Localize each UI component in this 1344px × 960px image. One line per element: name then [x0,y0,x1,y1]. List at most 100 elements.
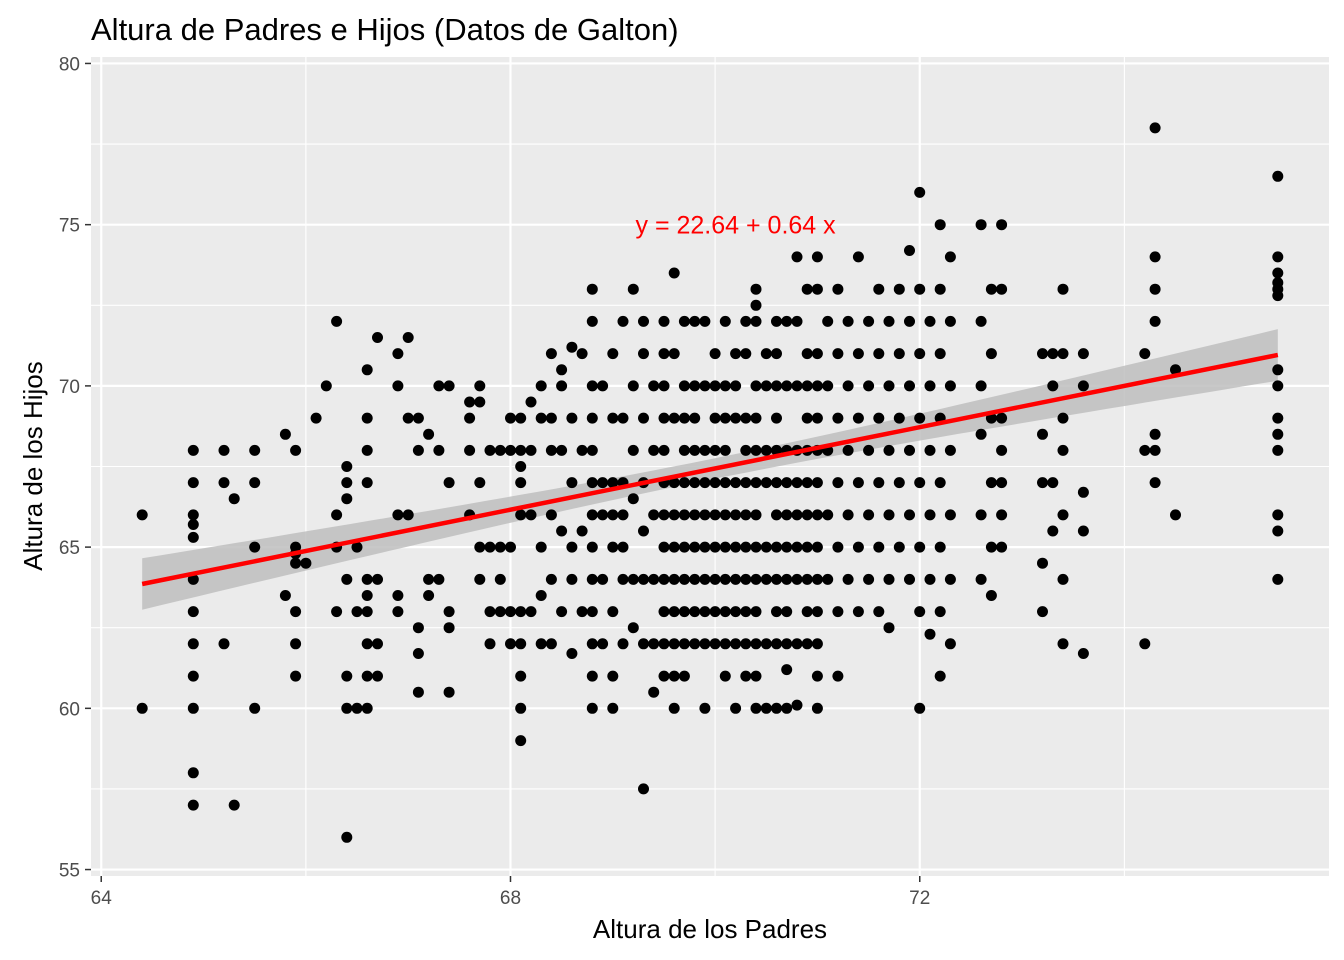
data-point [1149,251,1161,263]
data-point [545,348,557,360]
data-point [873,606,885,618]
data-point [934,541,946,553]
data-point [433,444,445,456]
data-point [975,428,987,440]
data-point [402,509,414,521]
data-point [985,541,997,553]
data-point [689,509,701,521]
data-point [985,348,997,360]
data-point [883,509,895,521]
data-point [771,444,782,456]
data-point [811,477,823,489]
data-point [771,541,782,553]
data-point [648,573,660,585]
data-point [842,509,854,521]
data-point [689,606,701,618]
data-point [607,412,619,424]
data-point [525,606,537,618]
data-point [627,380,639,392]
data-point [586,606,598,618]
data-point [740,638,752,650]
data-point [607,477,619,489]
data-point [781,380,793,392]
data-point [484,444,496,456]
data-point [678,315,690,327]
data-point [883,315,895,327]
data-point [607,670,619,682]
data-point [852,477,864,489]
data-point [566,477,578,489]
data-point [1139,638,1151,650]
data-point [924,573,936,585]
data-point [750,541,762,553]
data-point [883,380,895,392]
data-point [1057,638,1069,650]
chart-title: Altura de Padres e Hijos (Datos de Galto… [91,12,679,47]
data-point [290,638,302,650]
data-point [689,444,701,456]
data-point [494,444,506,456]
data-point [760,348,772,360]
data-point [791,315,803,327]
data-point [730,509,742,521]
data-point [545,509,557,521]
data-point [586,283,598,295]
data-point [597,509,609,521]
data-point [412,622,424,634]
data-point [607,348,619,360]
data-point [934,606,946,618]
data-point [924,509,936,521]
data-point [474,573,486,585]
data-point [668,638,680,650]
data-point [392,590,404,601]
data-point [1047,348,1059,360]
data-point [566,648,578,659]
data-point [719,670,731,682]
data-point [781,477,793,489]
data-point [791,638,803,650]
data-point [310,412,322,424]
data-point [627,493,639,505]
data-point [1047,477,1059,489]
data-point [699,541,711,553]
data-point [811,573,823,585]
data-point [924,380,936,392]
data-point [1057,509,1069,521]
data-point [341,702,353,714]
data-point [832,670,844,682]
data-point [1037,477,1048,489]
data-point [740,606,752,618]
data-point [484,541,496,553]
data-point [811,509,823,521]
data-point [760,444,772,456]
data-point [341,493,353,505]
data-point [187,767,199,779]
data-point [361,606,373,618]
data-point [668,412,680,424]
data-point [361,364,373,376]
data-point [617,509,629,521]
y-tick-label: 55 [59,861,80,882]
data-point [832,348,844,360]
data-point [883,444,895,456]
data-point [689,315,701,327]
data-point [781,606,793,618]
data-point [443,686,455,698]
data-point [750,444,762,456]
data-point [904,380,915,392]
data-point [760,638,772,650]
data-point [730,541,742,553]
data-point [1139,444,1151,456]
data-point [811,348,823,360]
data-point [361,638,373,650]
data-point [719,477,731,489]
data-point [515,412,527,424]
data-point [934,283,946,295]
data-point [586,477,598,489]
data-point [412,412,424,424]
data-point [187,702,199,714]
data-point [515,606,527,618]
data-point [638,525,649,537]
data-point [801,283,813,295]
data-point [822,509,834,521]
